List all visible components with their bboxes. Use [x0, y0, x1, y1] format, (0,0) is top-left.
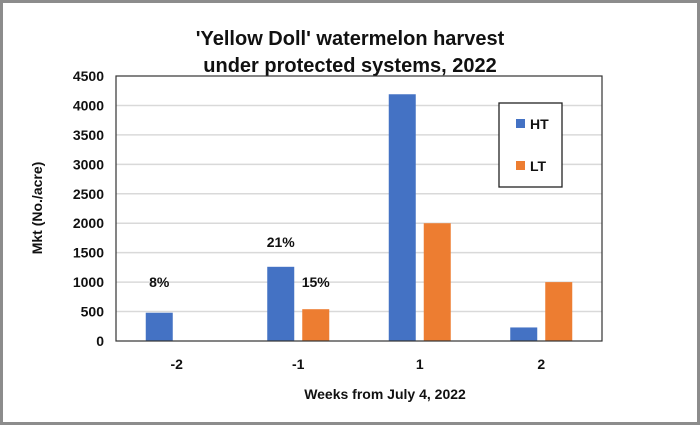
x-tick-label: 2 — [537, 356, 545, 372]
y-tick-label: 4500 — [73, 68, 104, 84]
y-tick-label: 500 — [81, 304, 105, 320]
annotation-label: 8% — [149, 274, 170, 290]
bar-ht-1 — [388, 94, 416, 341]
legend-label-ht: HT — [530, 116, 549, 132]
legend-swatch-ht — [516, 119, 525, 128]
y-axis-label: Mkt (No./acre) — [29, 162, 45, 255]
x-tick-label: -1 — [292, 356, 305, 372]
y-tick-label: 1000 — [73, 274, 104, 290]
bar-ht-2 — [510, 327, 538, 341]
bar-lt-1 — [423, 223, 451, 341]
legend-label-lt: LT — [530, 158, 547, 174]
bar-lt--1 — [302, 309, 330, 341]
annotation-label: 21% — [267, 234, 296, 250]
bar-ht--1 — [267, 266, 295, 341]
legend: HT LT — [498, 102, 563, 188]
legend-box — [498, 102, 563, 188]
legend-swatch-lt — [516, 161, 525, 170]
x-tick-label: 1 — [416, 356, 424, 372]
y-tick-label: 0 — [96, 333, 104, 349]
y-tick-label: 4000 — [73, 97, 104, 113]
y-tick-label: 1500 — [73, 245, 104, 261]
y-tick-label: 3000 — [73, 156, 104, 172]
chart-title-line-2: under protected systems, 2022 — [203, 55, 496, 77]
y-tick-label: 2500 — [73, 186, 104, 202]
chart-title-line-1: 'Yellow Doll' watermelon harvest — [196, 28, 505, 50]
bar-lt-2 — [545, 282, 573, 341]
y-tick-label: 2000 — [73, 215, 104, 231]
bar-ht--2 — [145, 312, 173, 341]
y-tick-label: 3500 — [73, 127, 104, 143]
x-axis-label: Weeks from July 4, 2022 — [304, 386, 466, 402]
plot-area-border — [115, 75, 603, 342]
x-tick-label: -2 — [171, 356, 184, 372]
annotation-label: 15% — [302, 274, 331, 290]
